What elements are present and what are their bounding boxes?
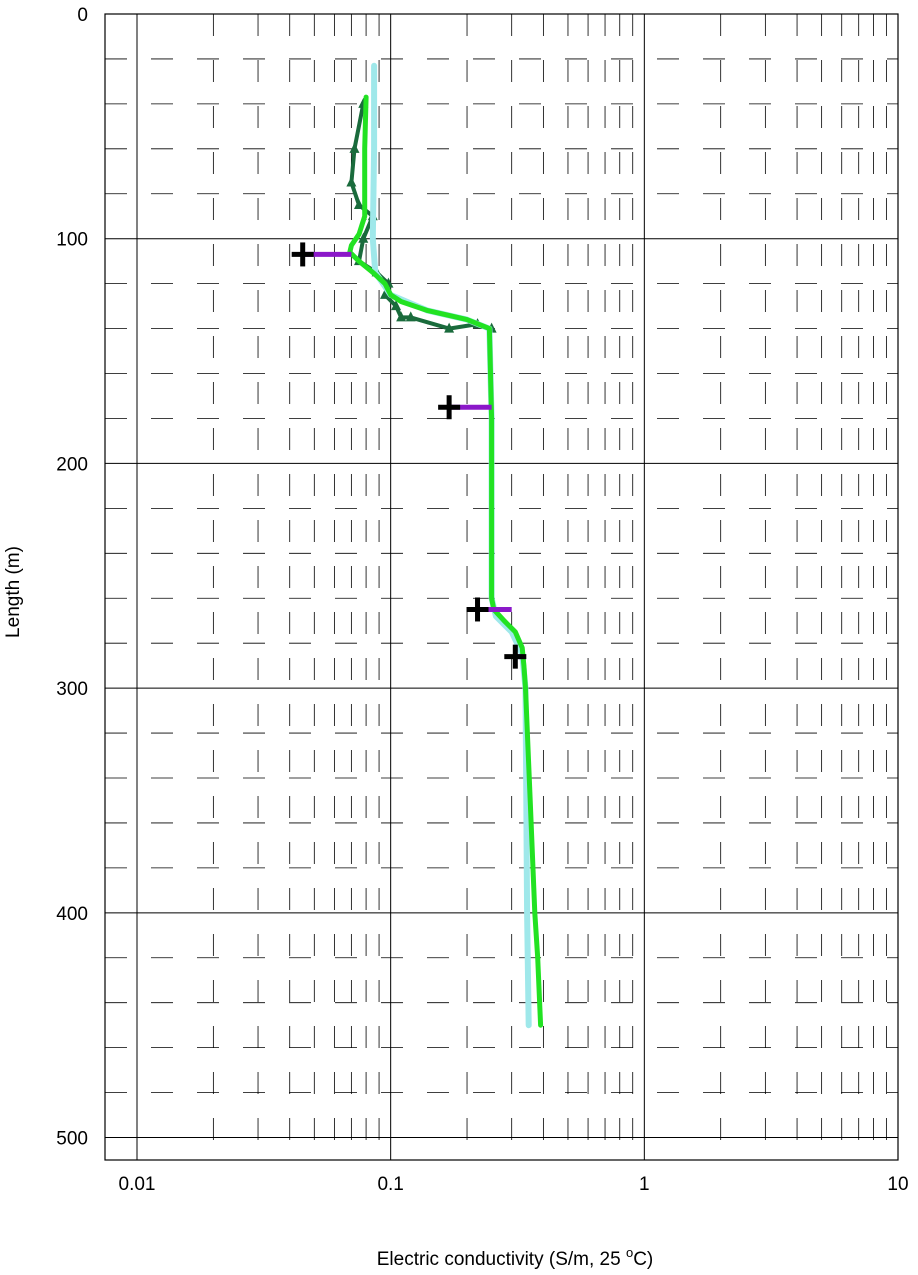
y-tick-label: 400 — [56, 904, 88, 925]
y-tick-label: 0 — [77, 5, 88, 26]
series-point-0 — [353, 199, 364, 209]
x-axis-title: Electric conductivity (S/m, 25 oC) — [377, 1245, 654, 1270]
x-tick-label: 0.1 — [377, 1174, 403, 1195]
series-point-0 — [380, 288, 391, 299]
x-tick-label: 0.01 — [119, 1174, 156, 1195]
series-point-0 — [349, 142, 360, 153]
y-tick-label: 300 — [56, 679, 88, 700]
y-tick-label: 500 — [56, 1129, 88, 1150]
series-point-0 — [358, 232, 369, 243]
series-point-0 — [346, 176, 357, 187]
series-point-0 — [405, 311, 416, 322]
x-axis-title-superscript: o — [626, 1245, 633, 1260]
x-axis-title-end: C) — [633, 1249, 653, 1270]
series-point-0 — [444, 322, 455, 333]
y-tick-label: 100 — [56, 230, 88, 251]
y-axis-title: Length (m) — [3, 546, 24, 638]
x-axis-title-main: Electric conductivity (S/m, 25 — [377, 1249, 626, 1270]
series-line-1 — [369, 62, 532, 1029]
x-tick-label: 10 — [887, 1174, 908, 1195]
series-point-0 — [396, 311, 407, 322]
data-layer — [291, 62, 544, 1029]
series-point-0 — [391, 300, 402, 311]
plot-area-frame — [104, 13, 899, 1161]
series-line-2 — [347, 94, 544, 1028]
grid — [105, 13, 899, 1160]
x-tick-label: 1 — [639, 1174, 650, 1195]
y-tick-label: 200 — [56, 454, 88, 475]
